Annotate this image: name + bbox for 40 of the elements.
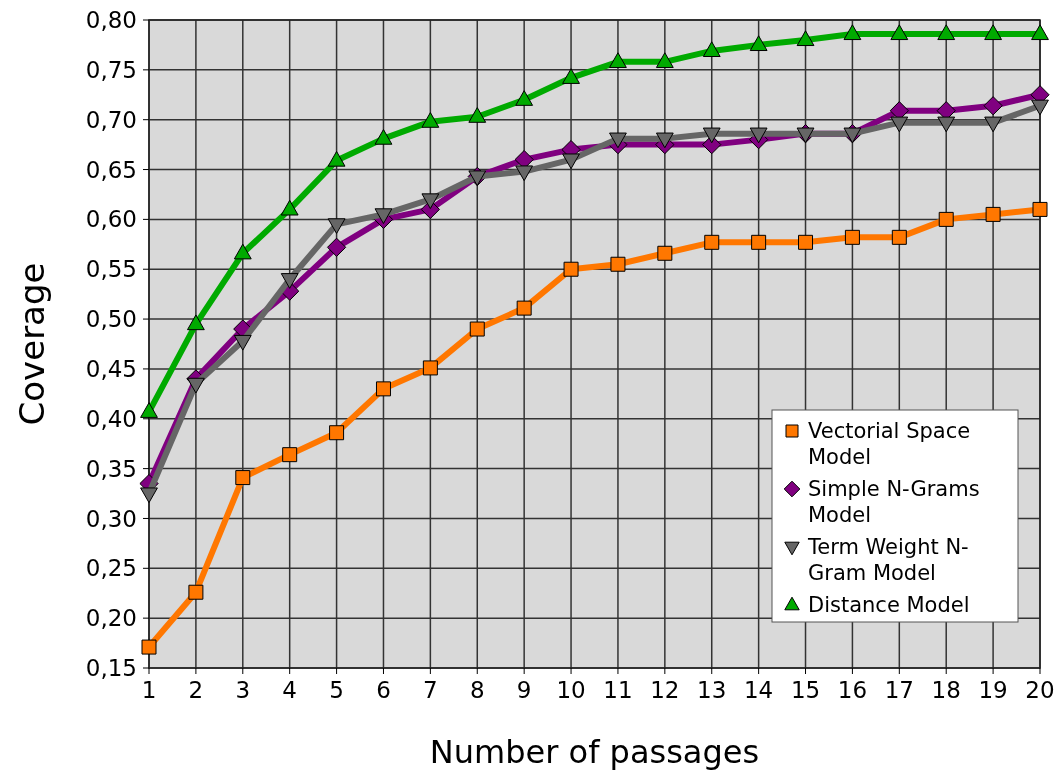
- y-tick-label: 0,65: [85, 156, 137, 183]
- y-tick-label: 0,80: [85, 7, 137, 34]
- legend-label: Distance Model: [808, 593, 970, 618]
- x-tick-label: 15: [790, 677, 821, 703]
- y-tick-label: 0,55: [85, 256, 137, 283]
- x-tick-label: 16: [837, 677, 868, 703]
- y-tick-label: 0,70: [85, 106, 137, 133]
- y-tick-label: 0,75: [85, 56, 137, 83]
- x-tick-label: 6: [376, 677, 391, 703]
- x-axis-title: Number of passages: [429, 733, 760, 771]
- x-tick-label: 2: [188, 677, 204, 703]
- x-tick-label: 10: [556, 677, 586, 703]
- y-tick-label: 0,30: [85, 505, 137, 532]
- x-tick-label: 3: [235, 677, 251, 703]
- x-tick-label: 20: [1025, 677, 1055, 703]
- legend-label: Vectorial Space Model: [808, 419, 971, 470]
- y-tick-label: 0,50: [85, 306, 137, 333]
- legend-label: Term Weight N-Gram Model: [807, 535, 969, 586]
- x-tick-label: 9: [516, 677, 532, 703]
- y-tick-label: 0,20: [85, 605, 137, 632]
- legend-label: Simple N-Grams Model: [808, 477, 980, 528]
- x-tick-label: 5: [329, 677, 344, 703]
- x-tick-label: 12: [650, 677, 680, 703]
- y-tick-label: 0,45: [85, 355, 137, 382]
- y-tick-label: 0,60: [85, 206, 137, 233]
- y-tick-label: 0,40: [85, 405, 137, 432]
- x-tick-label: 11: [603, 677, 633, 703]
- x-tick-label: 8: [469, 677, 485, 703]
- x-tick-label: 13: [697, 677, 727, 703]
- x-tick-label: 18: [931, 677, 961, 703]
- x-tick-label: 19: [978, 677, 1008, 703]
- x-tick-label: 1: [141, 677, 157, 703]
- x-tick-label: 4: [282, 677, 297, 703]
- x-tick-label: 17: [884, 677, 914, 703]
- x-tick-label: 7: [423, 677, 438, 703]
- x-tick-label: 14: [743, 677, 774, 703]
- y-axis-title: Coverage: [12, 262, 52, 426]
- y-tick-label: 0,25: [85, 555, 137, 582]
- y-tick-label: 0,15: [85, 655, 137, 682]
- y-tick-label: 0,35: [85, 455, 137, 482]
